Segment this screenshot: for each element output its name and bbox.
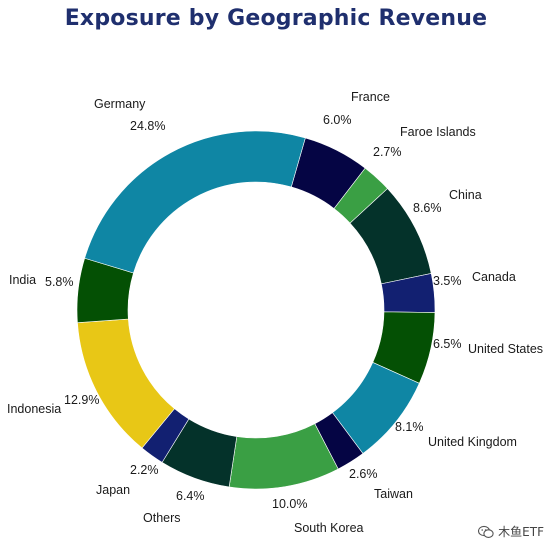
label-canada: Canada bbox=[472, 270, 516, 284]
value-others: 6.4% bbox=[176, 489, 205, 503]
label-united-kingdom: United Kingdom bbox=[428, 435, 517, 449]
label-united-states: United States bbox=[468, 342, 543, 356]
watermark: 木鱼ETF bbox=[478, 523, 544, 540]
label-china: China bbox=[449, 188, 482, 202]
label-germany: Germany bbox=[94, 97, 146, 111]
value-united-kingdom: 8.1% bbox=[395, 420, 424, 434]
value-india: 5.8% bbox=[45, 275, 74, 289]
value-france: 6.0% bbox=[323, 113, 352, 127]
watermark-text: 木鱼ETF bbox=[498, 525, 544, 539]
label-taiwan: Taiwan bbox=[374, 487, 413, 501]
value-japan: 2.2% bbox=[130, 463, 159, 477]
chart-title: Exposure by Geographic Revenue bbox=[64, 6, 488, 31]
label-south-korea: South Korea bbox=[294, 521, 364, 535]
value-south-korea: 10.0% bbox=[272, 497, 307, 511]
label-france: France bbox=[351, 90, 390, 104]
slice-germany bbox=[84, 130, 306, 274]
label-india: India bbox=[9, 273, 36, 287]
value-faroe-islands: 2.7% bbox=[373, 145, 402, 159]
value-united-states: 6.5% bbox=[433, 337, 462, 351]
value-china: 8.6% bbox=[413, 201, 442, 215]
value-canada: 3.5% bbox=[433, 274, 462, 288]
value-taiwan: 2.6% bbox=[349, 467, 378, 481]
label-indonesia: Indonesia bbox=[7, 402, 61, 416]
label-faroe-islands: Faroe Islands bbox=[400, 125, 476, 139]
label-others: Others bbox=[143, 511, 181, 525]
value-indonesia: 12.9% bbox=[64, 393, 99, 407]
value-germany: 24.8% bbox=[130, 119, 165, 133]
label-japan: Japan bbox=[96, 483, 130, 497]
wechat-icon bbox=[478, 525, 494, 538]
